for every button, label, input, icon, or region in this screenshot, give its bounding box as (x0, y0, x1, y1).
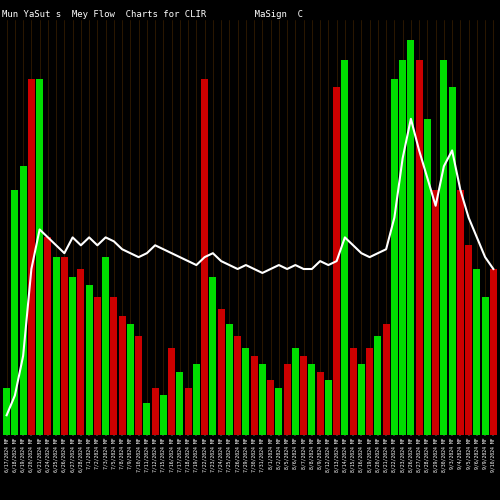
Bar (184, 388, 192, 435)
Bar (193, 364, 200, 435)
Bar (20, 166, 26, 435)
Bar (350, 348, 356, 435)
Bar (408, 40, 414, 435)
Bar (69, 277, 76, 435)
Bar (474, 269, 480, 435)
Bar (276, 388, 282, 435)
Bar (259, 364, 266, 435)
Bar (201, 80, 208, 435)
Bar (424, 119, 431, 435)
Bar (465, 246, 472, 435)
Bar (44, 238, 52, 435)
Bar (152, 388, 158, 435)
Bar (127, 324, 134, 435)
Bar (52, 257, 60, 435)
Bar (432, 190, 439, 435)
Bar (482, 296, 488, 435)
Bar (78, 269, 84, 435)
Bar (234, 336, 241, 435)
Bar (448, 87, 456, 435)
Bar (457, 190, 464, 435)
Bar (86, 285, 92, 435)
Bar (118, 316, 126, 435)
Text: Mun YaSut s  Mey Flow  Charts for CLIR         MaSign  C                        : Mun YaSut s Mey Flow Charts for CLIR MaS… (2, 10, 500, 19)
Bar (102, 257, 109, 435)
Bar (292, 348, 299, 435)
Bar (12, 190, 18, 435)
Bar (176, 372, 184, 435)
Bar (218, 308, 224, 435)
Bar (210, 277, 216, 435)
Bar (358, 364, 365, 435)
Bar (267, 380, 274, 435)
Bar (110, 296, 117, 435)
Bar (242, 348, 250, 435)
Bar (135, 336, 142, 435)
Bar (399, 60, 406, 435)
Bar (160, 396, 167, 435)
Bar (36, 80, 43, 435)
Bar (284, 364, 290, 435)
Bar (440, 60, 448, 435)
Bar (366, 348, 373, 435)
Bar (325, 380, 332, 435)
Bar (168, 348, 175, 435)
Bar (300, 356, 307, 435)
Bar (61, 257, 68, 435)
Bar (490, 269, 497, 435)
Bar (333, 87, 340, 435)
Bar (94, 296, 101, 435)
Bar (416, 60, 422, 435)
Bar (391, 80, 398, 435)
Bar (316, 372, 324, 435)
Bar (382, 324, 390, 435)
Bar (250, 356, 258, 435)
Bar (28, 80, 35, 435)
Bar (144, 404, 150, 435)
Bar (342, 60, 348, 435)
Bar (374, 336, 382, 435)
Bar (308, 364, 316, 435)
Bar (3, 388, 10, 435)
Bar (226, 324, 233, 435)
